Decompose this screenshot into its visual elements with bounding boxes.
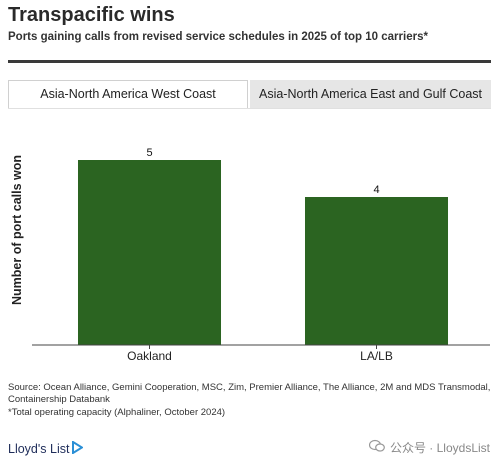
bar-la-lb (304, 197, 449, 345)
bar-chart: Number of port calls won 5 Oakland 4 LA/LB (10, 147, 490, 363)
tab-underline (8, 108, 491, 109)
y-axis-label: Number of port calls won (10, 155, 24, 305)
category-label: Oakland (127, 349, 172, 363)
footnote: *Total operating capacity (Alphaliner, O… (8, 407, 226, 418)
tab-west-coast[interactable]: Asia-North America West Coast (8, 80, 248, 109)
wechat-icon (368, 439, 385, 456)
bars-group: 5 Oakland 4 LA/LB (32, 147, 490, 363)
header-divider (8, 60, 491, 63)
bar-oakland (77, 160, 222, 345)
chart-subtitle: Ports gaining calls from revised service… (8, 31, 428, 43)
source-note: Source: Ocean Alliance, Gemini Cooperati… (8, 382, 491, 405)
brand-logo: Lloyd's List (8, 440, 85, 457)
wechat-watermark: 公众号 · LloydsList (368, 439, 490, 456)
data-label: 4 (373, 184, 379, 196)
play-arrow-icon (72, 440, 85, 457)
data-label: 5 (146, 147, 152, 159)
watermark-text: 公众号 · LloydsList (389, 441, 490, 455)
brand-text: Lloyd's List (8, 442, 70, 456)
chart-title: Transpacific wins (8, 4, 175, 26)
category-label: LA/LB (360, 349, 393, 363)
tab-east-gulf-coast[interactable]: Asia-North America East and Gulf Coast (250, 80, 491, 109)
